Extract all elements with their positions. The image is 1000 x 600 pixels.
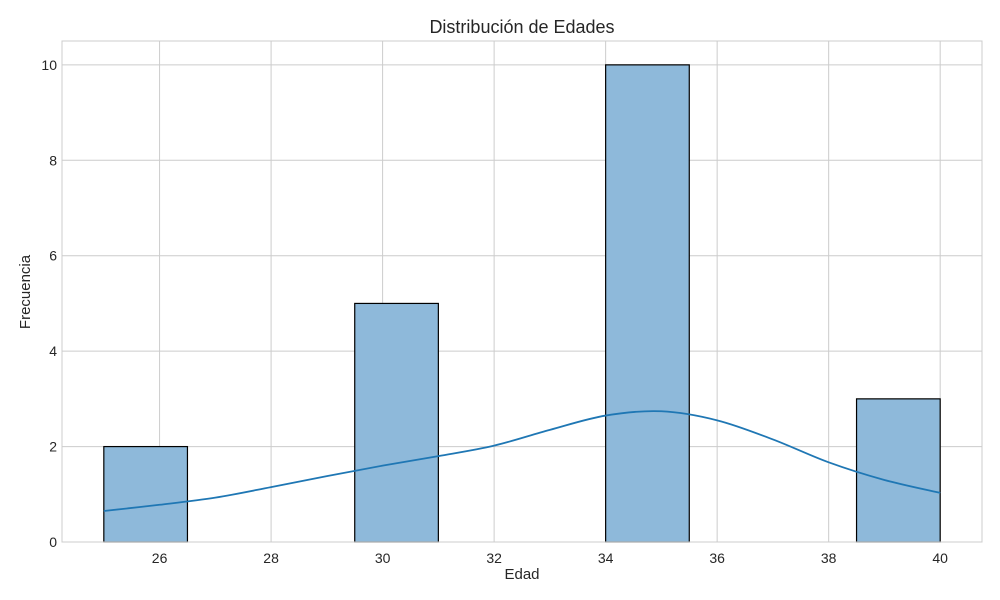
x-tick-label: 28 [263,550,279,566]
x-tick-label: 40 [932,550,948,566]
histogram-bar [354,302,439,543]
y-tick-label: 8 [49,152,57,168]
y-axis-label: Frecuencia [17,254,34,329]
histogram-bar [855,398,941,543]
y-tick-label: 0 [49,534,57,550]
y-tick-label: 10 [41,57,57,73]
grid-lines [62,41,982,543]
x-axis-label: Edad [504,566,539,583]
chart-title: Distribución de Edades [429,17,614,37]
histogram-bar [103,445,189,543]
x-tick-label: 32 [486,550,502,566]
y-tick-label: 4 [49,343,57,359]
x-tick-label: 38 [821,550,837,566]
kde-curve-group [103,410,941,512]
histogram-bars [103,64,941,543]
x-tick-labels: 26 28 30 32 34 36 38 40 [152,550,948,566]
histogram-bar [605,64,690,543]
y-tick-labels: 0 2 4 6 8 10 [41,57,57,550]
plot-frame [61,40,983,543]
x-tick-label: 36 [709,550,725,566]
x-tick-label: 26 [152,550,168,566]
y-tick-label: 6 [49,248,57,264]
x-tick-label: 34 [598,550,614,566]
y-tick-label: 2 [49,439,57,455]
kde-curve [103,410,941,512]
x-tick-label: 30 [375,550,391,566]
